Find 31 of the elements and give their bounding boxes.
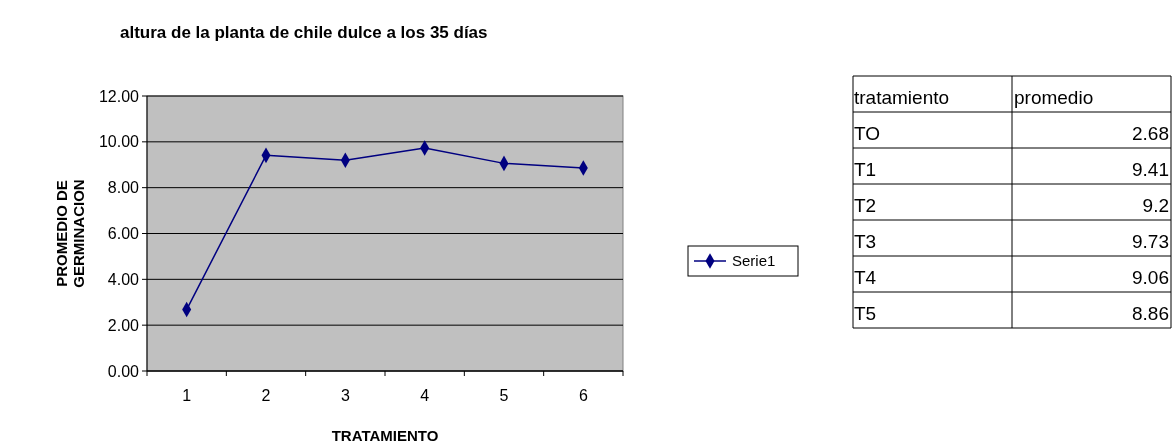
x-tick-label: 1: [182, 387, 192, 404]
x-axis-title: TRATAMIENTO: [331, 427, 439, 444]
x-tick-label: 6: [578, 387, 588, 404]
y-tick-label: 12.00: [98, 87, 140, 105]
y-tick-label: 2.00: [107, 316, 140, 334]
x-tick-label: 5: [499, 387, 509, 404]
chart-title: altura de la planta de chile dulce a los 35 días: [120, 23, 488, 42]
text: tratamiento: [854, 87, 950, 108]
data-label: 2.68: [1132, 123, 1169, 144]
y-tick-label: 6.00: [107, 225, 140, 243]
y-axis-title: PROMEDIO DE GERMINACION: [53, 179, 87, 288]
data-label: 9.2: [1142, 195, 1169, 216]
category-label: T2: [854, 195, 877, 216]
y-tick-label: 4.00: [107, 270, 140, 288]
data-label: 8.86: [1132, 303, 1169, 324]
category-label: TO: [854, 123, 881, 144]
text: promedio: [1014, 87, 1094, 108]
category-label: T4: [854, 267, 877, 288]
data-label: 9.06: [1132, 267, 1169, 288]
y-tick-label: 10.00: [98, 133, 140, 151]
legend-label: Serie1: [732, 252, 776, 270]
data-label: 9.41: [1132, 159, 1169, 180]
category-label: T5: [854, 303, 877, 324]
data-label: 9.73: [1132, 231, 1169, 252]
x-tick-label: 3: [340, 387, 350, 404]
x-tick-label: 2: [261, 387, 271, 404]
category-label: T3: [854, 231, 877, 252]
x-tick-label: 4: [420, 387, 430, 404]
y-tick-label: 8.00: [107, 179, 140, 197]
y-tick-label: 0.00: [107, 362, 140, 380]
category-label: T1: [854, 159, 877, 180]
